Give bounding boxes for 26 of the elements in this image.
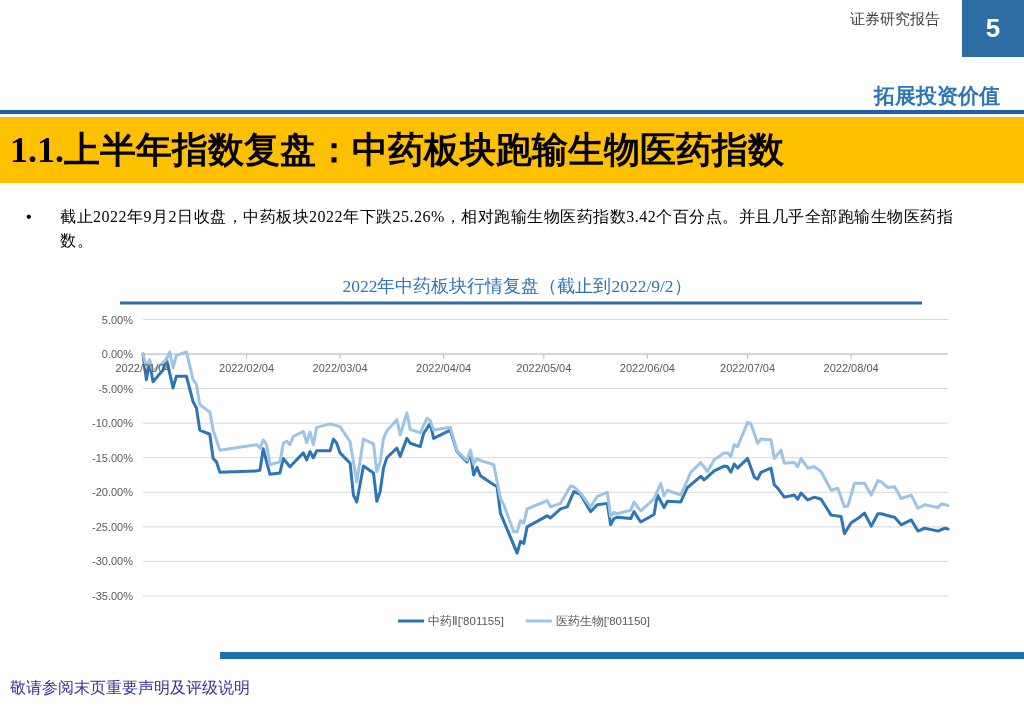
x-tick-label: 2022/04/04 (416, 362, 472, 375)
y-tick-label: -35.00% (92, 590, 134, 602)
y-tick-label: -25.00% (92, 520, 134, 533)
annotation: 证券研究报告 (850, 10, 940, 29)
legend-label: 中药Ⅱ['801155] (428, 615, 504, 627)
x-tick-label: 2022/08/04 (823, 362, 879, 375)
x-tick-label: 2022/02/04 (219, 362, 275, 375)
annotation: • (26, 207, 32, 227)
y-tick-label: -10.00% (92, 417, 134, 430)
y-tick-label: -20.00% (92, 486, 134, 499)
y-tick-label: -15.00% (92, 451, 134, 464)
annotation: 敬请参阅末页重要声明及评级说明 (10, 678, 250, 698)
annotation: 拓展投资价值 (874, 83, 1000, 109)
chart-subtitle: 2022年中药板块行情复盘（截止到2022/9/2） (342, 276, 692, 296)
x-tick-label: 2022/07/04 (720, 362, 776, 375)
y-tick-label: -5.00% (98, 382, 134, 395)
y-tick-label: 5.00% (101, 313, 134, 326)
y-tick-label: 0.00% (101, 348, 134, 361)
y-tick-label: -30.00% (92, 555, 134, 568)
title: 1.1.上半年指数复盘：中药板块跑输生物医药指数 (0, 117, 1024, 183)
x-tick-label: 2022/03/04 (312, 362, 368, 375)
x-tick-label: 2022/06/04 (619, 362, 675, 375)
legend-label: 医药生物['801150] (555, 615, 650, 627)
annotation: 5 (962, 0, 1024, 57)
x-tick-label: 2022/05/04 (516, 362, 572, 375)
annotation: 截止2022年9月2日收盘，中药板块2022年下跌25.26%，相对跑输生物医药指数3.42个百分点。并且几乎全部跑输生物医药指数。 (60, 207, 955, 251)
